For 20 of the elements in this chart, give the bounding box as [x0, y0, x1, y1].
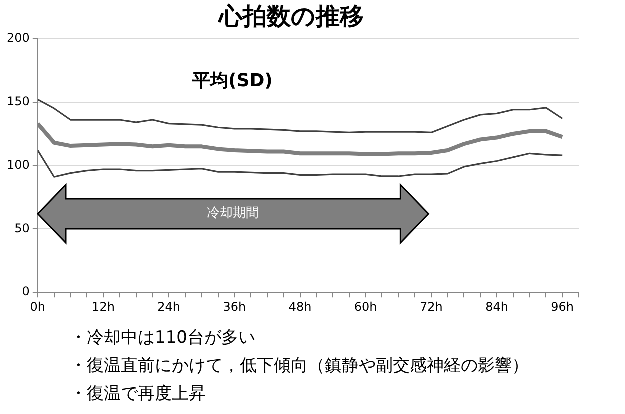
annotation: 冷却期間: [206, 204, 260, 223]
x-tick-label: 96h: [551, 300, 574, 314]
x-tick-label: 84h: [486, 300, 508, 314]
text: ・冷却中は110台が多い: [70, 327, 256, 350]
y-tick-label: 100: [7, 158, 30, 172]
x-tick-label: 0h: [30, 300, 46, 314]
y-tick-label: 200: [7, 30, 30, 45]
y-tick-label: 50: [14, 221, 30, 236]
y-tick-label: 150: [7, 94, 30, 108]
x-tick-label: 60h: [354, 300, 378, 314]
x-tick-label: 36h: [223, 300, 246, 314]
x-tick-label: 48h: [288, 300, 312, 314]
text: ・復温直前にかけて，低下傾向（鎮静や副交感神経の影響）: [70, 355, 529, 378]
x-tick-label: 72h: [420, 300, 443, 314]
x-tick-label: 24h: [158, 300, 181, 314]
chart-title: 心拍数の推移: [218, 2, 364, 31]
x-tick-label: 12h: [92, 300, 115, 314]
text: ・復温で再度上昇: [70, 383, 207, 406]
annotation: 平均(SD): [192, 70, 273, 92]
y-tick-label: 0: [22, 284, 30, 299]
